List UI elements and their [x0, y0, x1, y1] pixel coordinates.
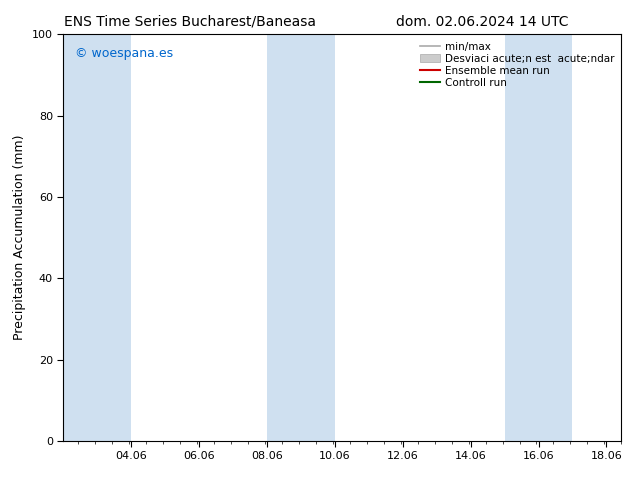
Legend: min/max, Desviaci acute;n est  acute;ndar, Ensemble mean run, Controll run: min/max, Desviaci acute;n est acute;ndar…	[417, 40, 616, 90]
Text: ENS Time Series Bucharest/Baneasa: ENS Time Series Bucharest/Baneasa	[64, 15, 316, 29]
Y-axis label: Precipitation Accumulation (mm): Precipitation Accumulation (mm)	[13, 135, 27, 341]
Bar	[267, 34, 335, 441]
Bar	[505, 34, 573, 441]
Text: © woespana.es: © woespana.es	[75, 47, 172, 59]
Text: dom. 02.06.2024 14 UTC: dom. 02.06.2024 14 UTC	[396, 15, 568, 29]
Bar	[63, 34, 131, 441]
